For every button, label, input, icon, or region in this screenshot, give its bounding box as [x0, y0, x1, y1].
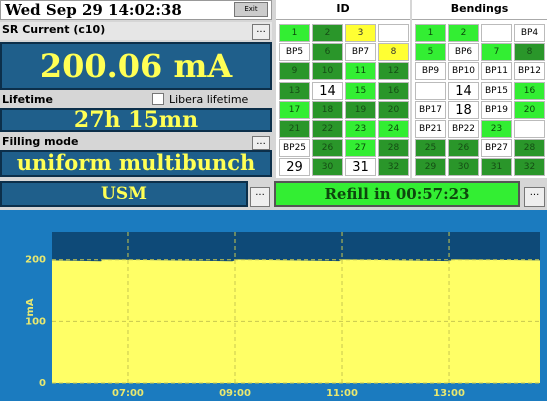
- mode-value: USM: [0, 181, 248, 207]
- grid-cell: 16: [514, 81, 545, 100]
- sr-button[interactable]: ...: [252, 24, 270, 40]
- grid-cell: 29: [279, 158, 310, 177]
- grid-cell: 20: [514, 100, 545, 119]
- y-tick-label: 100: [25, 316, 46, 327]
- grid-cell: 29: [415, 158, 446, 177]
- grid-cell: 30: [312, 158, 343, 177]
- grid-cell: 9: [279, 62, 310, 81]
- x-tick-label: 11:00: [326, 388, 358, 399]
- grid-cell: 1: [279, 24, 310, 42]
- grid-cell: 1: [415, 24, 446, 42]
- grid-cell: 16: [378, 81, 409, 100]
- grid-cell: BP4: [514, 24, 545, 42]
- grid-cell: 2: [312, 24, 343, 42]
- grid-cell: BP12: [514, 62, 545, 81]
- grid-cell: [378, 24, 409, 42]
- id-panel: ID 1 2 3 BP5 6 BP7 8 9 10 11 12 13 14 15 16 17 18 19 20 21 22…: [276, 0, 410, 178]
- x-tick-label: 13:00: [433, 388, 465, 399]
- grid-cell: 26: [448, 139, 479, 158]
- grid-cell: 2: [448, 24, 479, 42]
- lifetime-label: Lifetime: [2, 93, 53, 106]
- grid-cell: 3: [345, 24, 376, 42]
- grid-cell: 14: [448, 81, 479, 100]
- grid-cell: 23: [481, 120, 512, 138]
- grid-cell: 11: [345, 62, 376, 81]
- grid-cell: 23: [345, 120, 376, 138]
- datetime: Wed Sep 29 14:02:38: [0, 0, 272, 20]
- grid-cell: BP27: [481, 139, 512, 158]
- grid-cell: 12: [378, 62, 409, 81]
- grid-cell: 18: [448, 100, 479, 119]
- grid-title: Bendings: [412, 0, 547, 20]
- current-area: [52, 259, 540, 383]
- grid-cell: BP25: [279, 139, 310, 158]
- grid-title: ID: [276, 0, 410, 20]
- refill-value: Refill in 00:57:23: [274, 181, 520, 207]
- grid-cell: 17: [279, 100, 310, 119]
- grid-cell: BP5: [279, 43, 310, 62]
- grid-cell: 8: [514, 43, 545, 62]
- grid-cell: 20: [378, 100, 409, 119]
- grid-cell: 14: [312, 81, 343, 100]
- chart: 0 100 200 07:00 09:00 11:00 13:00 mA: [0, 210, 547, 401]
- lifetime-value: 27h 15mn: [0, 108, 272, 132]
- grid-cell: 26: [312, 139, 343, 158]
- grid-cell: 32: [378, 158, 409, 177]
- grid-cell: BP9: [415, 62, 446, 81]
- grid-cell: 25: [415, 139, 446, 158]
- grid-cell: BP17: [415, 100, 446, 119]
- grid-cell: 24: [378, 120, 409, 138]
- grid-cell: BP22: [448, 120, 479, 138]
- grid-cell: [415, 81, 446, 100]
- grid-cell: 28: [378, 139, 409, 158]
- grid-cell: BP6: [448, 43, 479, 62]
- y-axis-label: mA: [25, 298, 36, 316]
- x-tick-label: 07:00: [112, 388, 144, 399]
- grid-cell: 30: [448, 158, 479, 177]
- grid-cell: [514, 120, 545, 138]
- grid-cell: BP10: [448, 62, 479, 81]
- checkbox[interactable]: [152, 93, 164, 105]
- grid-cell: 19: [345, 100, 376, 119]
- grid-cell: BP21: [415, 120, 446, 138]
- grid-cell: 27: [345, 139, 376, 158]
- sr-value: 200.06 mA: [0, 42, 272, 90]
- exit-button[interactable]: Exit: [234, 2, 268, 17]
- grid-cell: BP15: [481, 81, 512, 100]
- grid-cell: BP11: [481, 62, 512, 81]
- grid-cell: 10: [312, 62, 343, 81]
- bendings-panel: Bendings 1 2 BP4 5 BP6 7 8 BP9 BP10 BP11 BP12 14 BP15…: [412, 0, 547, 178]
- grid-cell: [481, 24, 512, 42]
- grid-cell: BP7: [345, 43, 376, 62]
- grid-cell: 21: [279, 120, 310, 138]
- grid-cell: 6: [312, 43, 343, 62]
- grid-cell: 15: [345, 81, 376, 100]
- mode-button[interactable]: ...: [250, 187, 270, 207]
- grid-cell: BP19: [481, 100, 512, 119]
- grid-cell: 22: [312, 120, 343, 138]
- grid-cell: 7: [481, 43, 512, 62]
- grid-cell: 18: [312, 100, 343, 119]
- grid-cell: 32: [514, 158, 545, 177]
- filling-value: uniform multibunch: [0, 150, 272, 177]
- filling-label: Filling mode: [2, 135, 79, 148]
- sr-label: SR Current (c10): [0, 22, 272, 40]
- grid-cell: 5: [415, 43, 446, 62]
- grid-cell: 8: [378, 43, 409, 62]
- grid-cell: 13: [279, 81, 310, 100]
- grid-cell: 28: [514, 139, 545, 158]
- grid-cell: 31: [345, 158, 376, 177]
- y-tick-label: 0: [39, 378, 46, 389]
- x-tick-label: 09:00: [219, 388, 251, 399]
- y-tick-label: 200: [25, 255, 46, 266]
- filling-button[interactable]: ...: [252, 136, 270, 150]
- grid-cell: 31: [481, 158, 512, 177]
- refill-button[interactable]: ...: [524, 187, 545, 207]
- checkbox-label: Libera lifetime: [169, 93, 249, 106]
